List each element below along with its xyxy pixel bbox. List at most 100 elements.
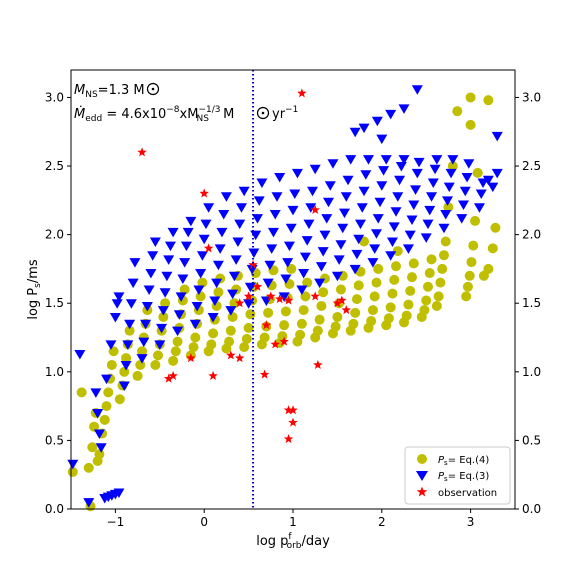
eq3-point — [445, 168, 457, 179]
eq3-point — [339, 208, 351, 219]
eq3-point — [161, 271, 173, 282]
eq3-point — [298, 269, 310, 279]
eq3-point — [198, 234, 210, 245]
eq3-point — [291, 168, 303, 179]
annotation-eddington-rate: Ṁedd = 4.6x10−8xM−1/3 NS M yr−1 — [74, 105, 298, 124]
eq3-point — [280, 274, 292, 285]
eq3-point — [159, 288, 171, 298]
eq3-point — [244, 282, 256, 293]
observation-point — [234, 298, 245, 308]
solar-symbol-icon — [256, 106, 270, 120]
eq3-point — [410, 185, 422, 195]
observation-point — [341, 305, 352, 315]
eq3-point — [324, 181, 336, 191]
eq3-point — [335, 240, 347, 250]
observation-point — [163, 373, 174, 383]
eq3-point — [191, 301, 203, 312]
observation-point — [274, 294, 285, 304]
eq3-point — [216, 227, 228, 238]
legend-item-eq3: Ps= Eq.(3) — [416, 471, 489, 483]
eq3-point — [251, 214, 263, 224]
eq3-point — [207, 312, 219, 323]
eq3-point — [431, 155, 443, 165]
eq4-point — [158, 311, 169, 322]
eq4-point — [366, 316, 377, 327]
eq3-point — [185, 216, 197, 227]
eq3-point — [305, 203, 317, 213]
eq4-point — [67, 466, 78, 477]
eq3-point — [266, 244, 278, 254]
eq3-point — [408, 200, 420, 210]
eq3-point — [90, 388, 102, 398]
annotation-ns-mass: MNS=1.3 M — [74, 82, 160, 100]
eq3-point — [354, 219, 366, 230]
eq4-point — [447, 161, 458, 172]
eq4-point — [239, 342, 250, 353]
y-tick-label-left: 3.0 — [45, 90, 64, 104]
eq3-point — [323, 197, 335, 208]
eq3-point — [319, 230, 331, 241]
eq3-point — [327, 159, 339, 169]
eq4-point — [153, 350, 164, 361]
observation-point — [226, 350, 236, 360]
observation-point — [252, 281, 263, 291]
eq3-point — [283, 241, 295, 252]
eq3-point — [289, 189, 301, 199]
eq3-point — [264, 260, 276, 271]
legend-marker-observation — [416, 486, 428, 497]
x-axis-label: log pf orb/day — [256, 532, 330, 551]
eq4-point — [466, 257, 477, 268]
eq4-point — [426, 254, 437, 265]
eq3-point — [386, 237, 398, 247]
eq3-point — [179, 258, 191, 268]
eq3-point — [353, 234, 365, 245]
eq3-point — [74, 349, 86, 360]
eq3-point — [113, 292, 125, 302]
eq3-point — [124, 319, 136, 330]
eq4-point — [243, 322, 254, 333]
plot-frame — [70, 69, 516, 510]
eq3-point — [105, 340, 117, 350]
eq3-point — [374, 197, 386, 208]
eq3-point — [315, 262, 327, 272]
svg-text:Ṁedd = 4.6x10−8xM−1/3NS M: Ṁedd = 4.6x10−8xM−1/3 NS M — [74, 105, 234, 124]
eq3-point — [438, 223, 450, 234]
eq3-point — [349, 264, 361, 275]
eq4-point — [298, 305, 309, 316]
eq3-point — [309, 164, 321, 175]
observation-point — [208, 370, 218, 380]
eq4-point — [472, 167, 483, 178]
eq3-point — [477, 178, 489, 188]
observation-point — [234, 353, 245, 363]
eq3-point — [411, 168, 423, 179]
eq4-point — [119, 366, 130, 377]
eq3-point — [140, 319, 152, 330]
eq3-point — [278, 292, 290, 302]
eq3-point — [143, 285, 155, 295]
eq3-point — [287, 205, 299, 216]
legend-item-observation: observation — [416, 486, 497, 499]
y-tick-label-left: 0.0 — [45, 502, 64, 516]
eq3-point — [475, 189, 487, 199]
eq4-point — [424, 268, 435, 279]
observation-point — [297, 88, 307, 98]
eq3-point — [196, 251, 208, 261]
eq3-point — [248, 248, 260, 258]
observation-point — [259, 369, 270, 379]
eq4-point — [227, 311, 238, 322]
eq3-point — [193, 285, 205, 295]
observation-point — [248, 259, 258, 269]
eq3-point — [388, 222, 400, 232]
eq3-point — [250, 230, 262, 241]
eq3-point — [256, 178, 268, 188]
eq4-point — [99, 414, 110, 425]
eq3-point — [296, 285, 308, 295]
eq3-point — [372, 214, 384, 224]
eq4-point — [383, 313, 394, 324]
eq4-point — [318, 287, 329, 298]
eq4-point — [316, 300, 327, 311]
svg-text:yr−1: yr−1 — [272, 105, 298, 122]
eq3-point — [420, 233, 432, 243]
eq3-point — [380, 155, 392, 165]
data-points-layer — [67, 85, 503, 512]
